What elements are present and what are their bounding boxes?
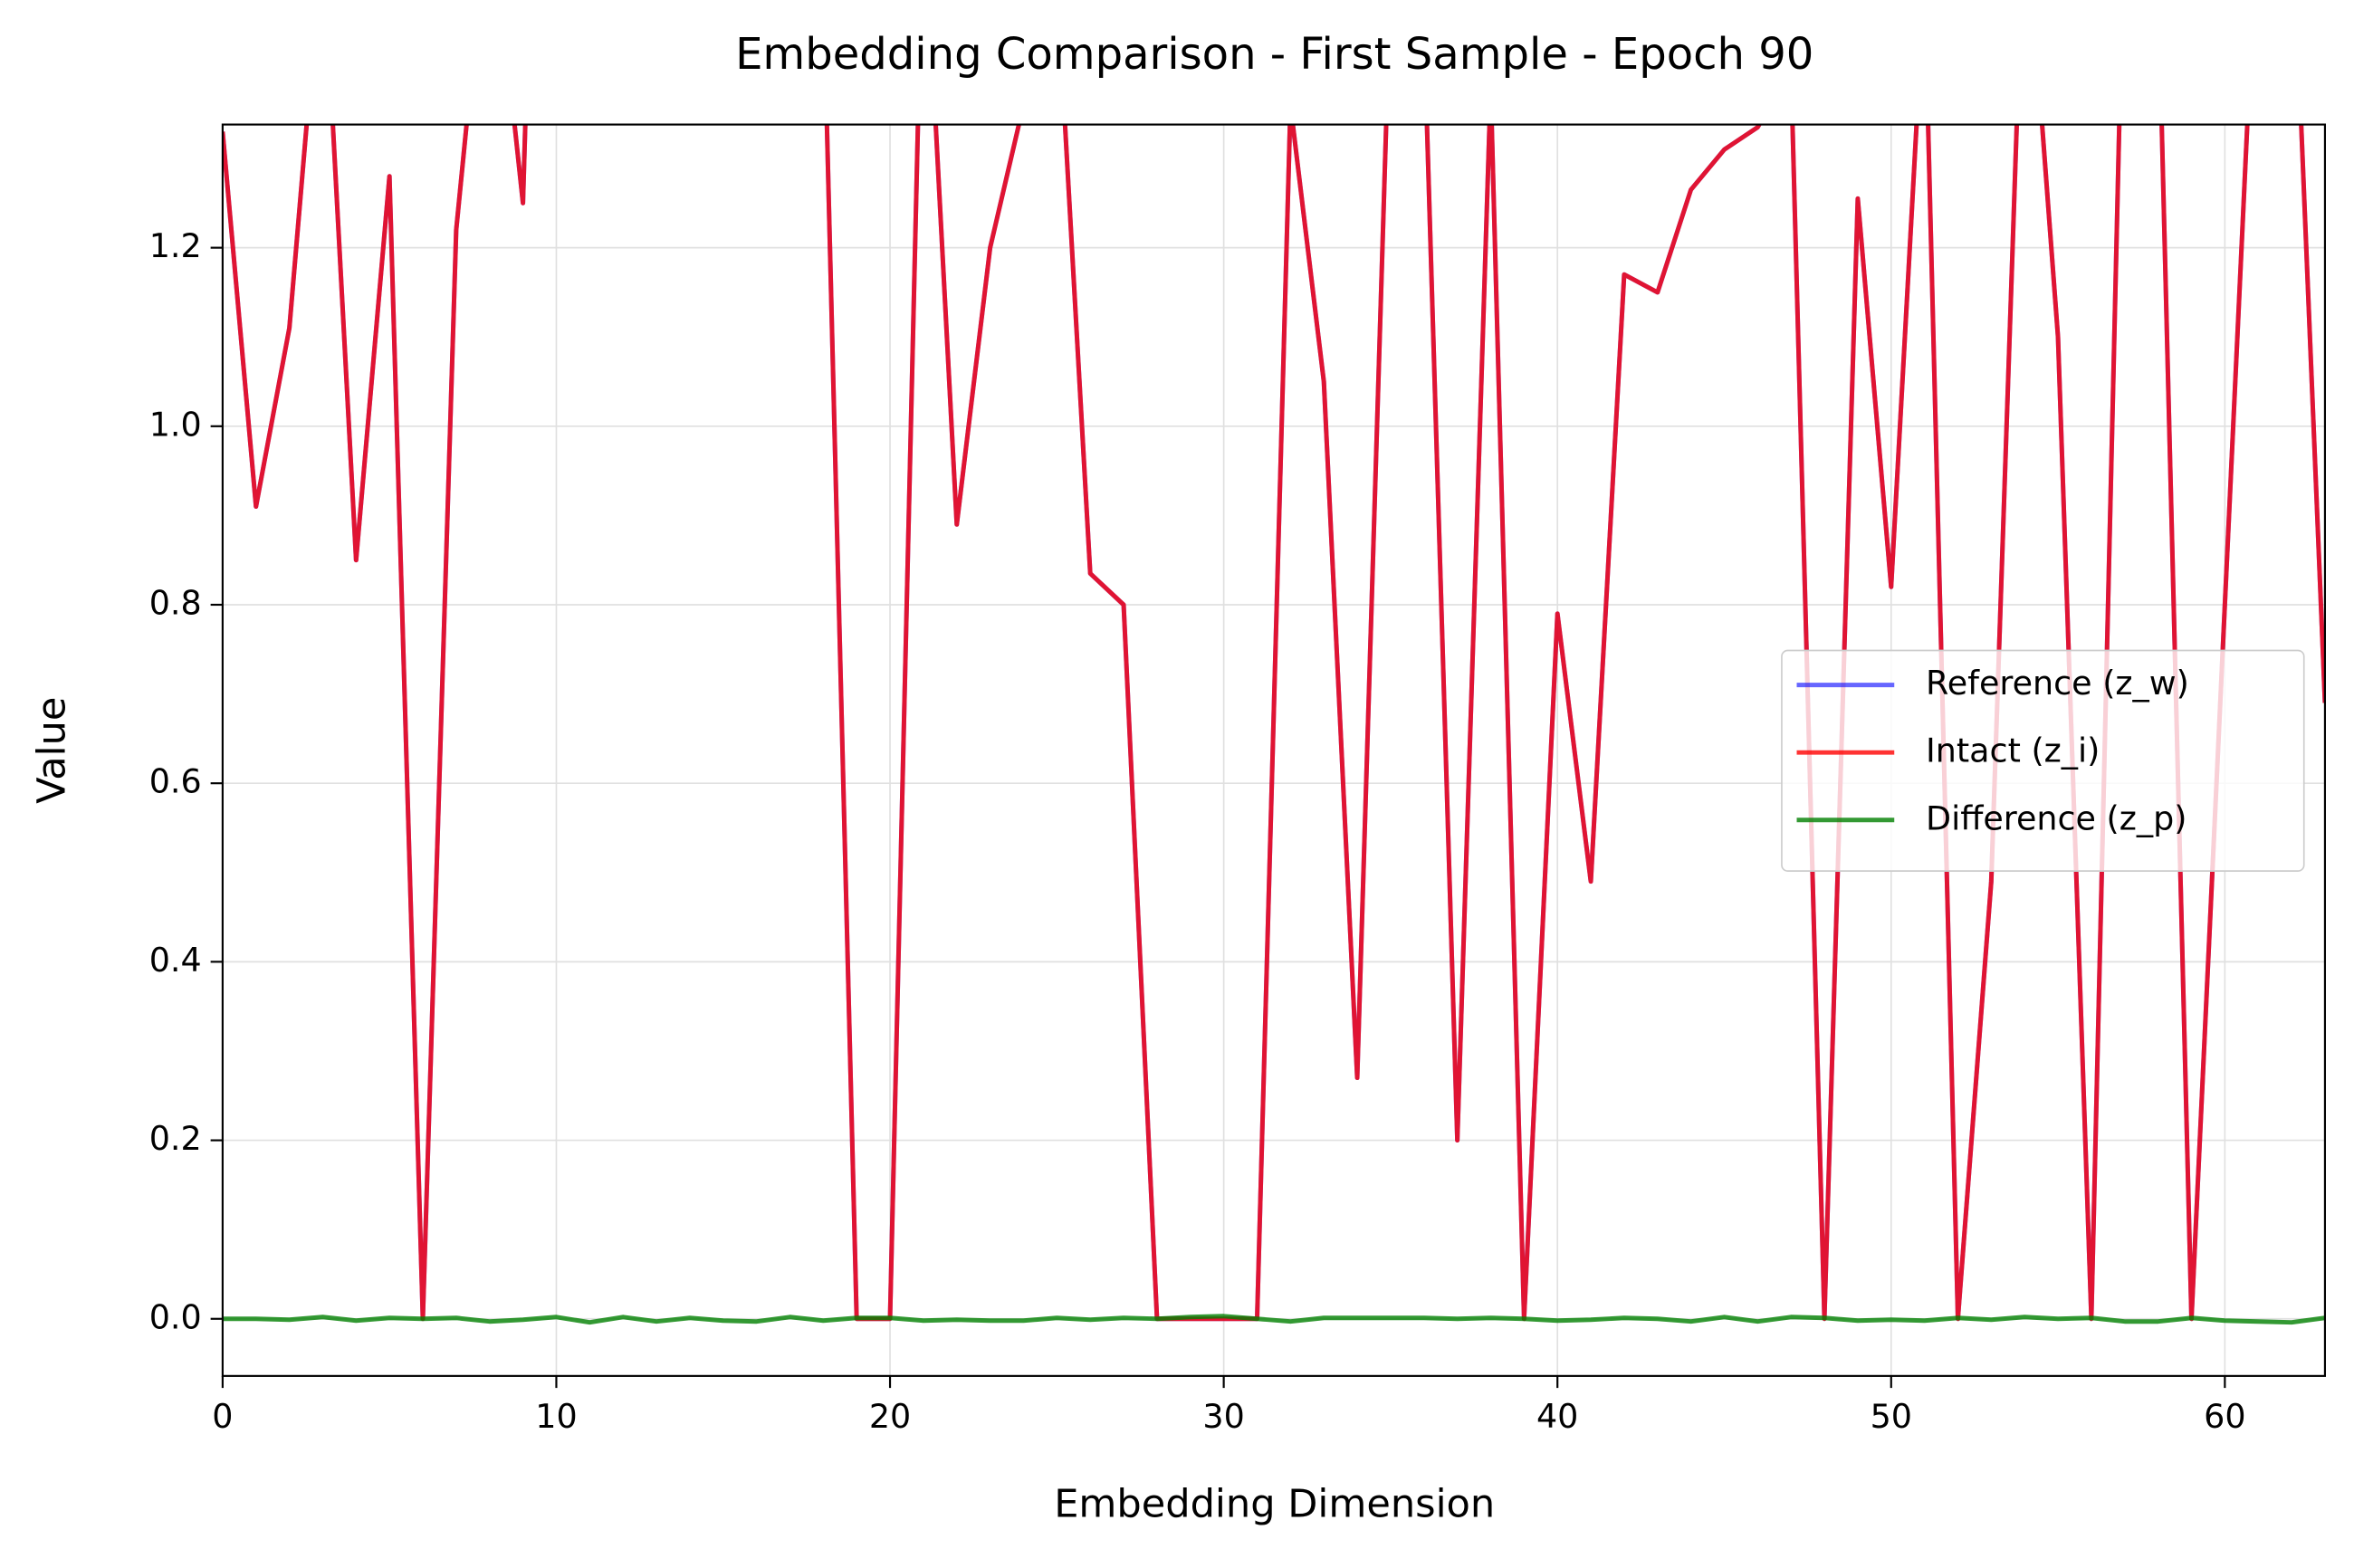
legend-label: Intact (z_i) [1926,731,2100,770]
x-tick-label: 60 [2204,1397,2245,1436]
legend: Reference (z_w) Intact (z_i) Difference (z… [1781,649,2305,872]
x-axis-label: Embedding Dimension [1054,1482,1495,1527]
x-tick-label: 10 [535,1397,577,1436]
y-tick-label: 0.2 [149,1119,202,1158]
series-line [222,124,2325,1322]
y-tick-label: 1.2 [149,226,202,265]
y-tick-label: 0.6 [149,762,202,801]
x-tick-label: 20 [869,1397,911,1436]
x-tick-label: 50 [1871,1397,1912,1436]
plot-lines [222,124,2325,1325]
plot-frame [221,123,2327,1377]
y-axis-label: Value [30,697,75,804]
chart-title: Embedding Comparison - First Sample - Ep… [735,29,1813,80]
legend-label: Reference (z_w) [1926,664,2189,703]
y-tick-label: 0.4 [149,941,202,980]
x-tick-label: 0 [212,1397,233,1436]
x-tick-label: 40 [1536,1397,1578,1436]
y-tick-label: 0.8 [149,584,202,623]
x-tick-label: 30 [1202,1397,1244,1436]
axes: 0 10 20 30 40 50 60 0.0 0.2 0.4 0.6 0.8 1.0 1.2 [149,226,2246,1436]
legend-box [1781,649,2305,872]
y-tick-label: 0.0 [149,1297,202,1336]
y-tick-label: 1.0 [149,405,202,444]
legend-label: Difference (z_p) [1926,798,2187,837]
series-line [222,1314,2325,1325]
